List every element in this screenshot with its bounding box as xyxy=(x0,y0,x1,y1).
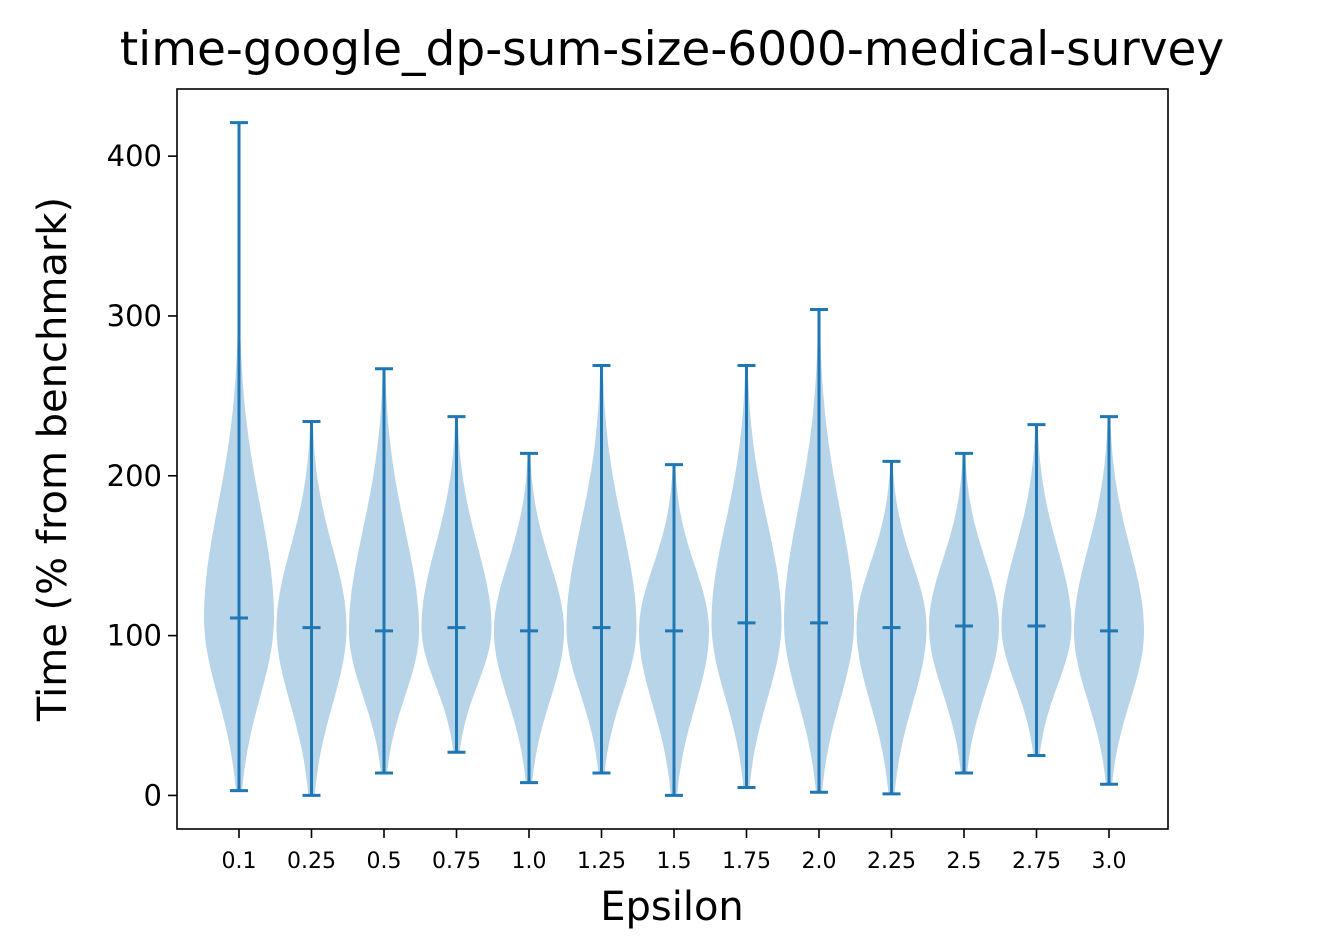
x-tick-label: 0.25 xyxy=(287,849,336,874)
x-tick-label: 0.1 xyxy=(222,849,257,874)
x-tick-label: 0.5 xyxy=(367,849,402,874)
y-tick-label: 100 xyxy=(107,619,162,653)
x-tick-label: 1.75 xyxy=(722,849,771,874)
y-tick-label: 200 xyxy=(107,459,162,493)
plot-frame xyxy=(176,88,1169,830)
x-tick-label: 0.75 xyxy=(432,849,481,874)
y-tick-label: 0 xyxy=(144,778,162,812)
y-tick-label: 400 xyxy=(107,139,162,173)
x-axis: 0.1 0.25 0.5 0.75 1.0 1.25 1.5 1.75 2.0 2.25 2.5 2.… xyxy=(222,829,1127,874)
x-tick-label: 1.25 xyxy=(577,849,626,874)
x-tick-label: 1.0 xyxy=(512,849,547,874)
x-tick-label: 2.75 xyxy=(1012,849,1061,874)
x-tick-label: 1.5 xyxy=(657,849,692,874)
y-axis: 0 100 200 300 400 xyxy=(107,139,177,812)
chart-title: time-google_dp-sum-size-6000-medical-sur… xyxy=(120,22,1225,77)
y-tick-label: 300 xyxy=(107,299,162,333)
violin-series xyxy=(204,121,1144,797)
x-tick-label: 2.25 xyxy=(867,849,916,874)
x-axis-label: Epsilon xyxy=(600,884,744,930)
x-tick-label: 2.0 xyxy=(802,849,837,874)
y-axis-label: Time (% from benchmark) xyxy=(30,197,76,722)
x-tick-label: 2.5 xyxy=(947,849,982,874)
x-tick-label: 3.0 xyxy=(1092,849,1127,874)
